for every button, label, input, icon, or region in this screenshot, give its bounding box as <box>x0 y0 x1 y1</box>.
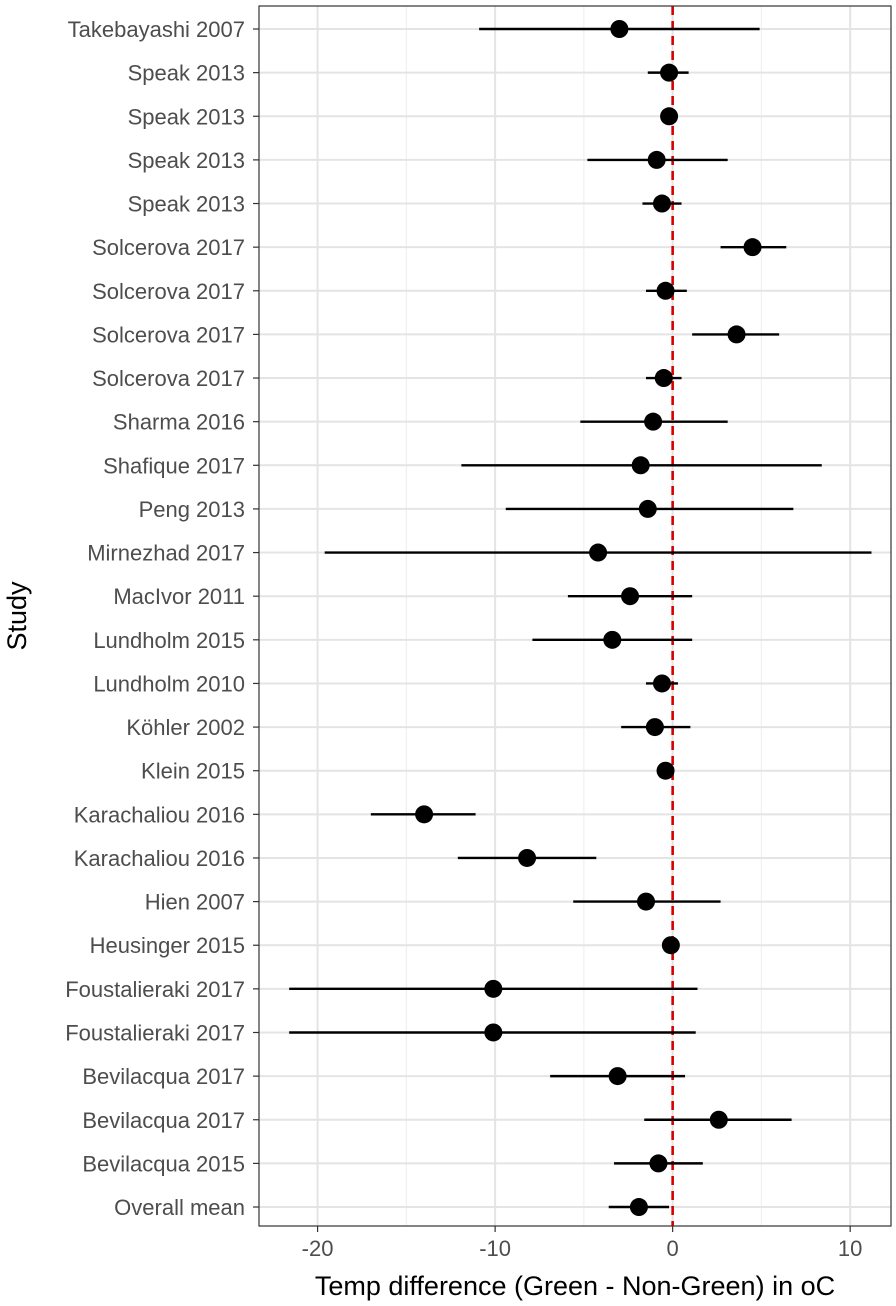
y-tick-label: Bevilacqua 2017 <box>82 1064 245 1089</box>
point-estimate <box>656 281 675 300</box>
y-tick-label: Bevilacqua 2017 <box>82 1108 245 1133</box>
y-tick-label: Köhler 2002 <box>126 715 245 740</box>
point-estimate <box>652 194 671 213</box>
y-tick-label: Solcerova 2017 <box>92 322 245 347</box>
y-tick-label: Lundholm 2010 <box>93 671 245 696</box>
x-tick-label: 10 <box>838 1236 862 1261</box>
y-tick-label: Speak 2013 <box>128 104 245 129</box>
x-tick-label: -20 <box>302 1236 334 1261</box>
point-estimate <box>649 1154 668 1173</box>
x-axis-title: Temp difference (Green - Non-Green) in o… <box>315 1271 835 1301</box>
point-estimate <box>727 325 746 344</box>
point-estimate <box>645 718 664 737</box>
y-tick-label: Solcerova 2017 <box>92 366 245 391</box>
y-tick-label: Heusinger 2015 <box>90 933 245 958</box>
point-estimate <box>608 1067 627 1086</box>
y-tick-label: Speak 2013 <box>128 148 245 173</box>
y-tick-label: Bevilacqua 2015 <box>82 1151 245 1176</box>
point-estimate <box>661 936 680 955</box>
x-tick-label: -10 <box>479 1236 511 1261</box>
y-tick-label: Overall mean <box>114 1195 245 1220</box>
y-tick-label: Shafique 2017 <box>103 453 245 478</box>
point-estimate <box>743 238 762 257</box>
axis-layer: Takebayashi 2007 Speak 2013 Speak 2013 Spea… <box>65 17 862 1261</box>
point-estimate <box>647 150 666 169</box>
point-estimate <box>484 979 503 998</box>
point-estimate <box>637 892 656 911</box>
y-tick-label: Foustalieraki 2017 <box>65 977 245 1002</box>
plot-panel-border <box>258 5 892 1227</box>
marks-layer <box>289 20 872 1217</box>
point-estimate <box>652 674 671 693</box>
point-estimate <box>660 63 679 82</box>
point-estimate <box>621 587 640 606</box>
point-estimate <box>631 456 650 475</box>
y-tick-label: Speak 2013 <box>128 61 245 86</box>
point-estimate <box>656 761 675 780</box>
point-estimate <box>638 499 657 518</box>
point-estimate <box>709 1110 728 1129</box>
point-estimate <box>610 20 629 38</box>
grid-layer <box>259 6 891 1226</box>
y-tick-label: Sharma 2016 <box>113 410 245 435</box>
y-tick-label: Karachaliou 2016 <box>74 846 245 871</box>
point-estimate <box>484 1023 503 1042</box>
point-estimate <box>603 630 622 649</box>
point-estimate <box>644 412 663 431</box>
point-estimate <box>518 848 537 867</box>
y-tick-label: Solcerova 2017 <box>92 235 245 260</box>
y-tick-label: Klein 2015 <box>141 759 245 784</box>
y-axis-title: Study <box>2 581 32 651</box>
y-tick-label: Peng 2013 <box>139 497 245 522</box>
y-tick-label: MacIvor 2011 <box>113 584 245 609</box>
point-estimate <box>589 543 608 562</box>
y-tick-label: Mirnezhad 2017 <box>87 541 245 566</box>
point-estimate <box>415 805 434 824</box>
y-tick-label: Speak 2013 <box>128 192 245 217</box>
y-tick-label: Lundholm 2015 <box>93 628 245 653</box>
y-tick-label: Hien 2007 <box>145 890 245 915</box>
x-tick-label: 0 <box>667 1236 679 1261</box>
y-tick-label: Karachaliou 2016 <box>74 802 245 827</box>
y-tick-label: Takebayashi 2007 <box>68 17 245 42</box>
point-estimate <box>654 369 673 388</box>
point-estimate <box>660 107 679 126</box>
y-tick-label: Solcerova 2017 <box>92 279 245 304</box>
point-estimate <box>629 1198 648 1217</box>
y-tick-label: Foustalieraki 2017 <box>65 1020 245 1045</box>
